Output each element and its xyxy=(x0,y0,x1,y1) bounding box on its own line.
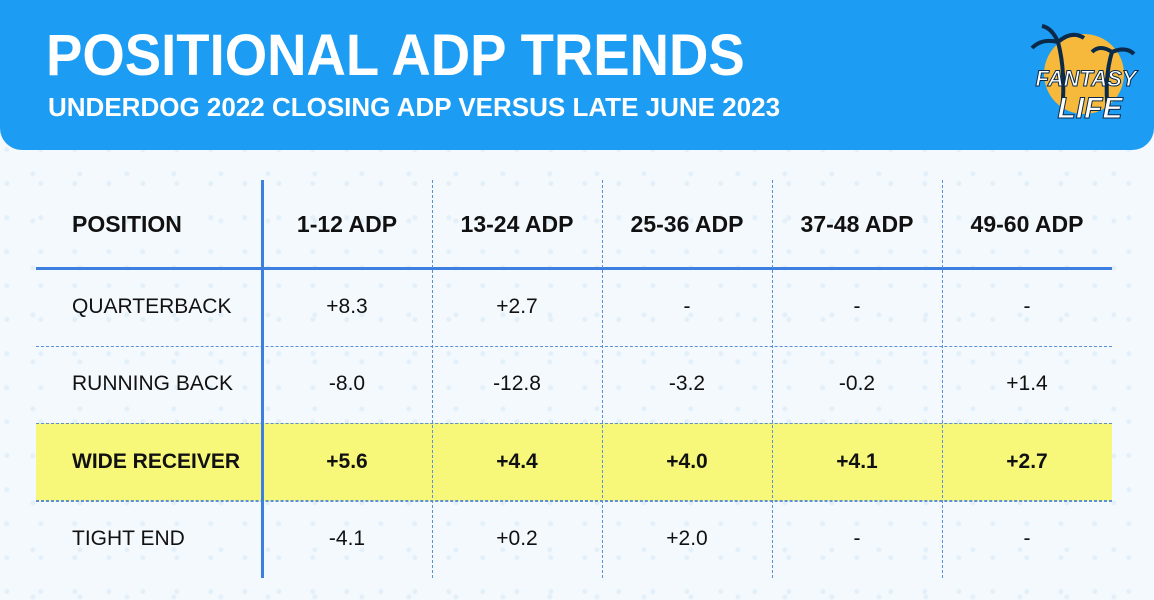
table-cell: +4.0 xyxy=(666,449,708,473)
table-cell: -8.0 xyxy=(328,372,366,396)
table-cell: -12.8 xyxy=(493,372,541,396)
table-cell: +2.7 xyxy=(496,294,538,318)
table-cell: +1.4 xyxy=(1006,372,1048,396)
column-separator xyxy=(432,180,433,578)
column-separator xyxy=(772,180,773,578)
table-cell: +0.2 xyxy=(496,527,538,551)
table-cell: +2.7 xyxy=(1006,449,1048,473)
row-label: TIGHT END xyxy=(72,527,185,551)
table-cell: +8.3 xyxy=(326,294,368,318)
table-cell: - xyxy=(853,527,861,551)
title: POSITIONAL ADP TRENDS xyxy=(46,23,745,88)
table-cell: - xyxy=(683,294,691,318)
table-cell: +5.6 xyxy=(326,449,368,473)
column-header: 37-48 ADP xyxy=(800,211,914,237)
header-band: POSITIONAL ADP TRENDS UNDERDOG 2022 CLOS… xyxy=(0,0,1154,150)
row-label: WIDE RECEIVER xyxy=(72,449,241,473)
table-cell: - xyxy=(1023,294,1031,318)
row-label: RUNNING BACK xyxy=(72,372,234,396)
row-separator xyxy=(36,500,1112,502)
table-cell: -0.2 xyxy=(838,372,876,396)
column-rule xyxy=(260,180,264,578)
highlight-row xyxy=(36,423,1112,501)
logo-text: LIFE xyxy=(1058,92,1124,125)
row-separator xyxy=(36,423,1112,424)
table-cell: - xyxy=(853,294,861,318)
column-header: 25-36 ADP xyxy=(630,211,744,237)
column-separator xyxy=(942,180,943,578)
column-header: POSITION xyxy=(72,211,182,237)
table-cell: -4.1 xyxy=(328,527,366,551)
logo: FANTASY LIFE xyxy=(1030,24,1139,126)
table-cell: -3.2 xyxy=(668,372,706,396)
column-separator xyxy=(602,180,603,578)
subtitle: UNDERDOG 2022 CLOSING ADP VERSUS LATE JU… xyxy=(48,92,781,122)
column-header: 1-12 ADP xyxy=(296,211,398,237)
table-cell: +4.4 xyxy=(496,449,538,473)
table-cell: +4.1 xyxy=(836,449,878,473)
row-label: QUARTERBACK xyxy=(72,294,232,318)
logo-text: FANTASY xyxy=(1035,66,1138,91)
header-rule xyxy=(36,266,1112,270)
column-header: 13-24 ADP xyxy=(460,211,574,237)
table-cell: - xyxy=(1023,527,1031,551)
logo-palm xyxy=(1090,46,1136,113)
row-separator xyxy=(36,345,1112,347)
logo-palm xyxy=(1030,24,1086,113)
table-cell: +2.0 xyxy=(666,527,708,551)
column-header: 49-60 ADP xyxy=(970,211,1084,237)
